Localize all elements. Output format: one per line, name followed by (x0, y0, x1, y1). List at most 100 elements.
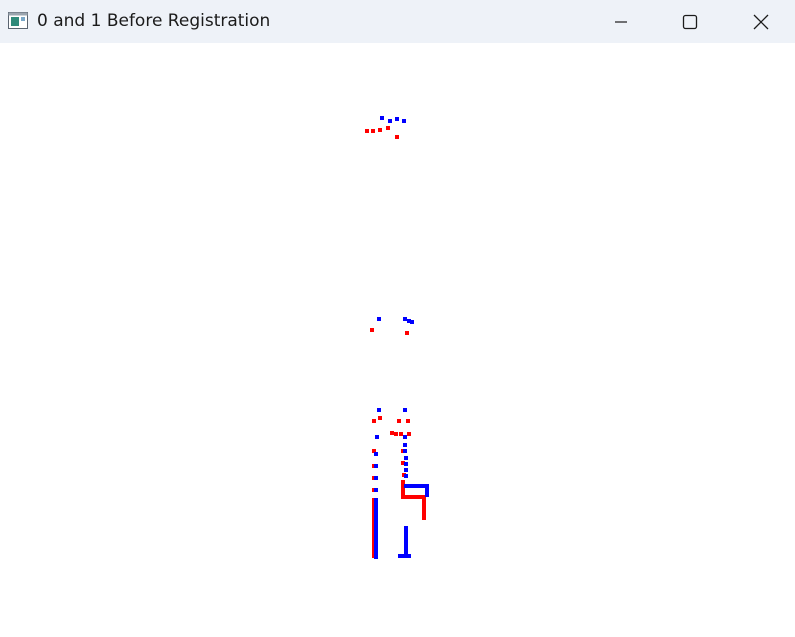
cloud-1-point (374, 504, 378, 508)
cloud-1-point (374, 507, 378, 511)
cloud-1-point (374, 555, 378, 559)
cloud-1-point (377, 408, 381, 412)
cloud-0-point (401, 492, 405, 496)
cloud-1-point (404, 532, 408, 536)
cloud-1-point (416, 484, 420, 488)
cloud-0-point (405, 331, 409, 335)
cloud-0-point (402, 495, 406, 499)
cloud-0-point (422, 507, 426, 511)
cloud-0-point (394, 432, 398, 436)
cloud-0-point (406, 419, 410, 423)
cloud-1-point (425, 484, 429, 488)
cloud-0-point (401, 461, 405, 465)
cloud-1-point (374, 510, 378, 514)
cloud-1-point (404, 529, 408, 533)
title-bar[interactable]: 0 and 1 Before Registration (0, 0, 795, 43)
cloud-1-point (374, 452, 378, 456)
cloud-0-point (401, 486, 405, 490)
cloud-1-point (404, 474, 408, 478)
cloud-1-point (419, 484, 423, 488)
cloud-1-point (374, 476, 378, 480)
cloud-1-point (404, 484, 408, 488)
point-cloud-0 (365, 126, 426, 558)
cloud-1-point (398, 554, 402, 558)
cloud-1-point (404, 544, 408, 548)
cloud-0-point (372, 449, 376, 453)
cloud-0-point (370, 328, 374, 332)
cloud-0-point (399, 432, 403, 436)
cloud-1-point (374, 528, 378, 532)
minimize-button[interactable] (598, 0, 644, 43)
cloud-1-point (402, 119, 406, 123)
cloud-1-point (374, 501, 378, 505)
cloud-1-point (403, 435, 407, 439)
cloud-1-point (407, 484, 411, 488)
cloud-1-point (374, 519, 378, 523)
cloud-1-point (404, 462, 408, 466)
cloud-1-point (404, 550, 408, 554)
cloud-1-point (404, 526, 408, 530)
minimize-icon (615, 20, 627, 23)
cloud-1-point (374, 464, 378, 468)
close-icon (753, 14, 769, 29)
cloud-0-point (371, 129, 375, 133)
cloud-0-point (422, 495, 426, 499)
cloud-0-point (422, 501, 426, 505)
cloud-1-point (374, 540, 378, 544)
cloud-1-point (425, 493, 429, 497)
cloud-1-point (401, 554, 405, 558)
cloud-0-point (417, 495, 421, 499)
cloud-1-point (404, 547, 408, 551)
window-title: 0 and 1 Before Registration (37, 11, 271, 31)
cloud-1-point (403, 443, 407, 447)
cloud-1-point (425, 487, 429, 491)
cloud-0-point (408, 495, 412, 499)
cloud-1-point (374, 525, 378, 529)
cloud-1-point (404, 456, 408, 460)
cloud-1-point (407, 554, 411, 558)
cloud-0-point (422, 516, 426, 520)
cloud-0-point (397, 419, 401, 423)
cloud-1-point (407, 319, 411, 323)
cloud-0-point (378, 128, 382, 132)
cloud-0-point (395, 135, 399, 139)
maximize-icon (682, 14, 698, 29)
cloud-1-point (374, 522, 378, 526)
cloud-1-point (374, 513, 378, 517)
cloud-1-point (374, 488, 378, 492)
cloud-0-point (414, 495, 418, 499)
cloud-1-point (388, 119, 392, 123)
cloud-1-point (410, 320, 414, 324)
cloud-1-point (374, 546, 378, 550)
cloud-1-point (374, 549, 378, 553)
cloud-1-point (404, 554, 408, 558)
cloud-0-point (401, 480, 405, 484)
cloud-1-point (374, 552, 378, 556)
cloud-1-point (404, 535, 408, 539)
cloud-1-point (404, 538, 408, 542)
cloud-0-point (405, 495, 409, 499)
app-window-icon (8, 12, 28, 29)
cloud-1-point (403, 408, 407, 412)
cloud-1-point (374, 498, 378, 502)
cloud-1-point (374, 516, 378, 520)
cloud-1-point (374, 543, 378, 547)
cloud-0-point (390, 431, 394, 435)
cloud-0-point (411, 495, 415, 499)
close-button[interactable] (738, 0, 784, 43)
cloud-0-point (372, 419, 376, 423)
cloud-0-point (401, 483, 405, 487)
cloud-0-point (378, 416, 382, 420)
cloud-1-point (374, 537, 378, 541)
cloud-1-point (377, 317, 381, 321)
cloud-0-point (407, 432, 411, 436)
cloud-1-point (425, 490, 429, 494)
cloud-0-point (401, 489, 405, 493)
cloud-1-point (374, 534, 378, 538)
cloud-0-point (386, 126, 390, 130)
cloud-1-point (375, 435, 379, 439)
maximize-button[interactable] (667, 0, 713, 43)
cloud-0-point (422, 513, 426, 517)
point-cloud-viewport[interactable] (0, 43, 795, 637)
